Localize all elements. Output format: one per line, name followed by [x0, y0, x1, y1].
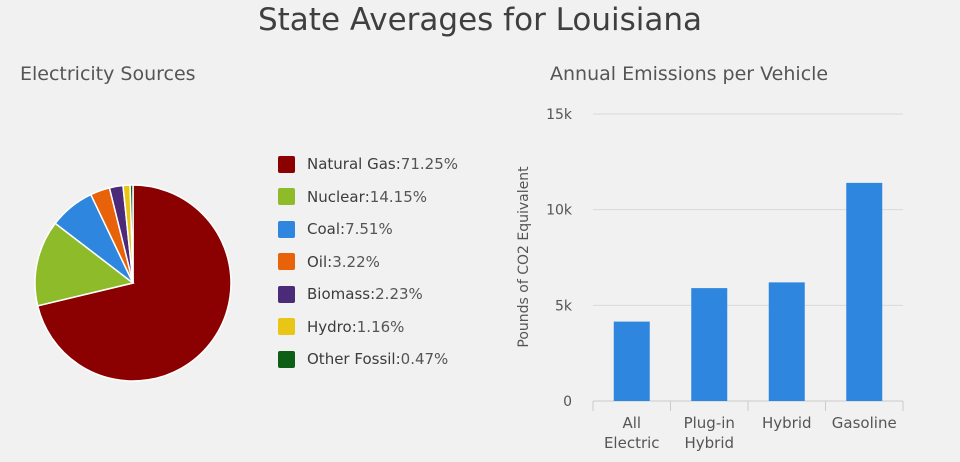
legend-separator: :: [340, 220, 346, 238]
y-tick-label: 0: [563, 394, 572, 410]
pie-slice-nuclear: [34, 222, 135, 307]
legend-swatch: [278, 220, 295, 238]
legend-value: 71.25%: [400, 155, 458, 173]
pie-slice-natural-gas: [36, 184, 232, 382]
legend-label: Nuclear: [307, 187, 365, 206]
page-title: State Averages for Louisiana: [257, 2, 703, 38]
pie-chart-title: Electricity Sources: [20, 63, 196, 85]
legend-swatch: [278, 188, 295, 205]
legend-separator: :: [395, 155, 401, 173]
legend-item-nuclear: Nuclear: 14.15%: [278, 186, 427, 208]
legend-item-hydro: Hydro: 1.16%: [278, 316, 404, 338]
legend-swatch: [278, 318, 295, 335]
legend-item-coal: Coal: 7.51%: [278, 218, 393, 240]
legend-value: 14.15%: [369, 187, 427, 206]
bar-plug-in-hybrid: [691, 288, 728, 401]
y-axis-label: Pounds of CO2 Equivalent: [516, 166, 532, 348]
legend-swatch: [278, 285, 295, 303]
bar-hybrid: [768, 282, 805, 401]
legend-label: Coal: [307, 220, 341, 238]
legend-item-oil: Oil: 3.22%: [278, 251, 380, 273]
legend-item-biomass: Biomass: 2.23%: [278, 283, 423, 305]
legend-label: Hydro: [307, 317, 352, 336]
legend-value: 1.16%: [356, 317, 405, 336]
legend-separator: :: [395, 350, 401, 368]
legend-swatch: [278, 253, 295, 270]
y-tick-label: 15k: [546, 107, 573, 123]
legend-separator: :: [370, 285, 376, 303]
legend-value: 2.23%: [375, 285, 423, 303]
pie-slice-other-fossil: [129, 184, 134, 284]
legend-label: Oil: [307, 252, 328, 271]
bar-chart-title: Annual Emissions per Vehicle: [550, 63, 829, 85]
legend-label: Biomass: [307, 285, 371, 303]
y-tick-label: 10k: [546, 203, 573, 219]
legend-label: Other Fossil: [307, 350, 396, 368]
legend-item-natural-gas: Natural Gas: 71.25%: [278, 153, 458, 175]
x-tick-label: Gasoline: [832, 414, 897, 432]
legend-swatch: [278, 350, 295, 368]
legend-item-other-fossil: Other Fossil: 0.47%: [278, 348, 448, 370]
legend-separator: :: [327, 252, 333, 271]
y-tick-label: 5k: [555, 298, 573, 314]
legend-swatch: [278, 155, 295, 173]
legend-separator: :: [351, 317, 357, 336]
legend-label: Natural Gas: [307, 155, 396, 173]
x-tick-label: Hybrid: [684, 434, 734, 452]
x-tick-label: Plug-in: [684, 414, 735, 432]
bar-gasoline: [846, 182, 883, 401]
legend-value: 7.51%: [345, 220, 393, 238]
x-tick-label: Hybrid: [762, 414, 812, 432]
x-tick-label: All: [622, 414, 641, 432]
bar-all-electric: [613, 321, 650, 401]
legend-value: 0.47%: [400, 350, 449, 368]
legend-separator: :: [364, 187, 370, 206]
legend-value: 3.22%: [332, 252, 380, 271]
x-tick-label: Electric: [604, 434, 660, 452]
